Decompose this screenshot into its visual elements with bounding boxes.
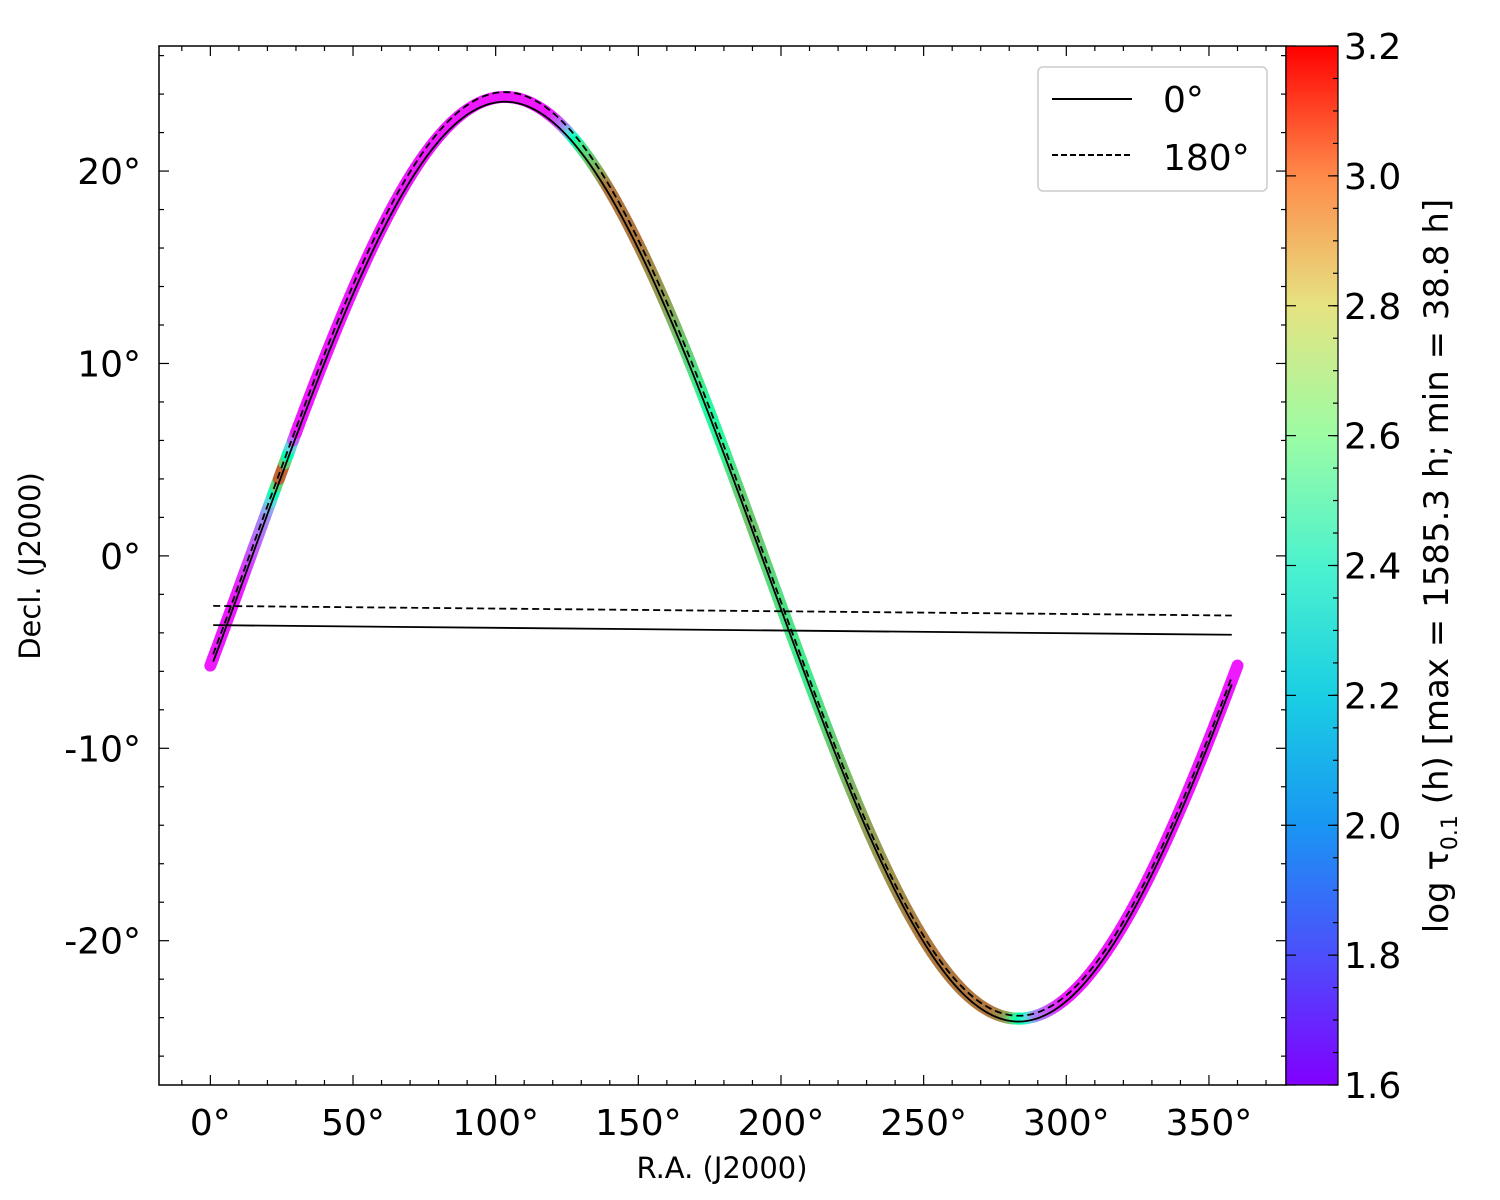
colorbar-tick-label: 1.8 [1344, 936, 1401, 977]
x-tick-label: 300° [1023, 1103, 1110, 1144]
x-tick-label: 350° [1166, 1103, 1253, 1144]
y-tick-label: -20° [64, 922, 141, 963]
x-tick-label: 50° [321, 1103, 385, 1144]
x-axis-ticks: 0° 50° 100° 150° 200° 250° 300° 350° [181, 46, 1267, 1144]
colorbar-tick-label: 1.6 [1344, 1066, 1401, 1107]
colorbar-ticks: 1.6 1.8 2.0 2.2 2.4 2.6 2.8 3.0 3.2 [1286, 27, 1401, 1107]
colorbar-label-sub: 0.1 [1438, 815, 1463, 850]
y-tick-label: 10° [77, 344, 141, 385]
x-axis-label: R.A. (J2000) [636, 1151, 807, 1185]
colorbar-label-main: log τ [1417, 850, 1457, 933]
legend-label-0: 0° [1163, 80, 1204, 121]
colorbar-tick-label: 2.8 [1344, 287, 1401, 328]
series-line-1 [212, 91, 1233, 1017]
colorbar-tick-label: 2.0 [1344, 806, 1401, 847]
x-tick-label: 100° [452, 1103, 539, 1144]
legend-label-180: 180° [1163, 138, 1250, 179]
legend: 0° 180° [1037, 66, 1268, 192]
colorbar-label-rest: (h) [max = 1585.3 h; min = 38.8 h] [1417, 199, 1457, 815]
series-line-0 [212, 100, 1233, 1023]
series-closing-line-1 [213, 605, 1232, 617]
track-segment [1228, 659, 1244, 680]
y-tick-label: 20° [77, 152, 141, 193]
y-tick-label: 0° [100, 537, 141, 578]
colored-track [204, 90, 1244, 1025]
colorbar-tick-label: 2.6 [1344, 417, 1401, 458]
x-tick-label: 200° [738, 1103, 825, 1144]
colorbar-tick-label: 3.2 [1344, 27, 1401, 68]
y-tick-label: -10° [64, 729, 141, 770]
x-tick-label: 150° [595, 1103, 682, 1144]
colorbar-tick-label: 3.0 [1344, 157, 1401, 198]
y-axis-ticks: -20° -10° 0° 10° 20° [64, 55, 1286, 1057]
colorbar-tick-label: 2.2 [1344, 676, 1401, 717]
series-lines [212, 91, 1233, 1023]
plot-background [159, 46, 1286, 1085]
x-tick-label: 250° [880, 1103, 967, 1144]
x-tick-label: 0° [190, 1103, 231, 1144]
colorbar: 1.6 1.8 2.0 2.2 2.4 2.6 2.8 3.0 3.2 log τ0.1 (h)… [1285, 27, 1463, 1107]
series-closing-line-0 [213, 624, 1232, 636]
colorbar-tick-label: 2.4 [1344, 547, 1401, 588]
colorbar-label: log τ0.1 (h) [max = 1585.3 h; min = 38.8… [1417, 199, 1463, 933]
y-axis-label: Decl. (J2000) [13, 472, 47, 660]
